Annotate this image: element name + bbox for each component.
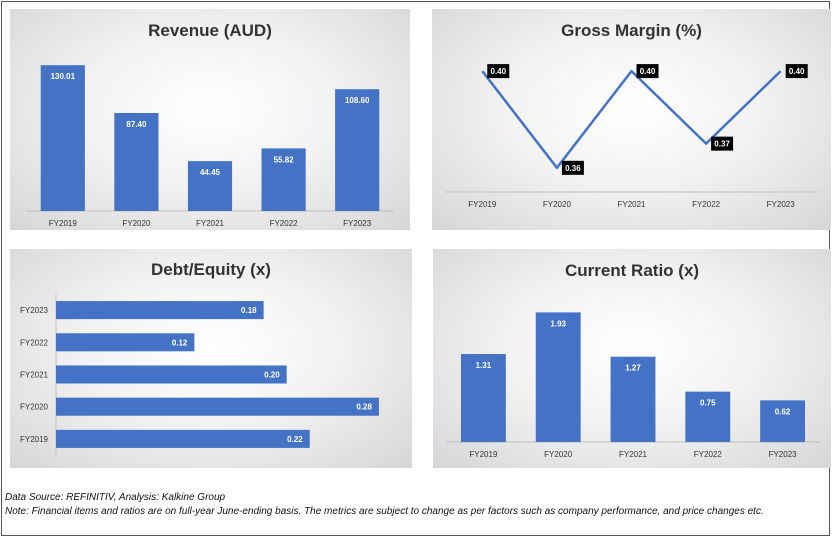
bar [335,89,380,211]
chart-title: Current Ratio (x) [565,261,699,280]
bar [535,312,581,442]
x-tick-label: FY2023 [767,200,796,209]
bar [460,354,506,442]
data-label: 0.40 [789,67,805,76]
bar [760,400,806,442]
data-label-box [711,136,734,151]
debt-equity-chart: Debt/Equity (x) 0.18 FY2023 0.12 FY2022 0.20 F… [10,249,412,468]
y-tick-label: FY2023 [20,306,49,315]
data-label: 0.40 [640,67,656,76]
x-tick-label: FY2020 [544,450,573,459]
data-label: 1.31 [476,361,492,370]
series-line [481,69,782,170]
x-tick-label: FY2019 [469,450,498,459]
chart-title: Debt/Equity (x) [151,260,271,279]
x-tick-label: FY2023 [343,219,372,228]
y-tick-label: FY2019 [20,435,49,444]
data-label: 0.37 [714,140,730,149]
bar [114,112,159,211]
disclaimer-note: Note: Financial items and ratios are on … [5,506,764,517]
data-label: 0.12 [172,338,188,347]
bar [56,365,287,384]
bar [40,65,85,212]
y-tick-label: FY2021 [20,371,49,380]
x-tick-label: FY2023 [769,450,798,459]
bar [685,391,731,442]
footer: Data Source: REFINITIV, Analysis: Kalkin… [5,491,785,519]
data-source-note: Data Source: REFINITIV, Analysis: Kalkin… [5,492,226,503]
gross-margin-chart-svg: Gross Margin (%) FY2019 0.40 FY2020 0.36 FY20… [445,21,818,209]
data-label-box [785,64,808,79]
bar [56,397,379,416]
data-label: 0.36 [565,164,581,173]
data-label: 0.75 [700,399,716,408]
x-tick-label: FY2022 [270,219,299,228]
revenue-chart-svg: Revenue (AUD) 130.01 FY2019 87.40 FY2020 44.4… [26,21,394,228]
y-tick-label: FY2022 [20,338,49,347]
data-label-box [636,64,659,79]
x-tick-label: FY2022 [692,200,721,209]
data-label: 0.18 [241,306,257,315]
data-label: 0.22 [287,435,303,444]
bar [56,301,264,320]
x-tick-label: FY2019 [468,200,497,209]
debt-equity-chart-svg: Debt/Equity (x) 0.18 FY2023 0.12 FY2022 0.20 F… [20,260,379,455]
chart-title: Gross Margin (%) [561,21,702,40]
gross-margin-chart: Gross Margin (%) FY2019 0.40 FY2020 0.36 FY20… [432,9,831,230]
data-label: 55.82 [274,155,295,164]
data-label: 0.40 [491,67,507,76]
data-label: 108.60 [345,96,370,105]
chart-title: Revenue (AUD) [148,21,272,40]
data-label: 87.40 [126,120,147,129]
data-label-box [487,64,510,79]
data-label: 1.27 [625,364,641,373]
x-tick-label: FY2022 [694,450,723,459]
x-tick-label: FY2019 [49,219,78,228]
x-tick-label: FY2021 [617,200,646,209]
data-label: 0.62 [775,407,791,416]
data-label: 130.01 [51,72,76,81]
bar [187,161,233,211]
bar [261,148,306,211]
data-label: 0.20 [264,371,280,380]
x-tick-label: FY2021 [619,450,648,459]
x-tick-label: FY2020 [122,219,151,228]
x-tick-label: FY2021 [196,219,225,228]
current-ratio-chart-svg: Current Ratio (x) 1.31 FY2019 1.93 FY2020 1.2… [446,261,820,459]
data-label-box [561,160,584,175]
data-label: 0.28 [356,403,372,412]
bar [610,356,656,442]
data-label: 44.45 [200,168,221,177]
data-label: 1.93 [550,319,566,328]
bar [56,429,310,448]
x-tick-label: FY2020 [543,200,572,209]
revenue-chart: Revenue (AUD) 130.01 FY2019 87.40 FY2020 44.4… [10,9,410,230]
y-tick-label: FY2020 [20,403,49,412]
current-ratio-chart: Current Ratio (x) 1.31 FY2019 1.93 FY2020 1.2… [433,249,831,468]
bar [56,333,195,352]
